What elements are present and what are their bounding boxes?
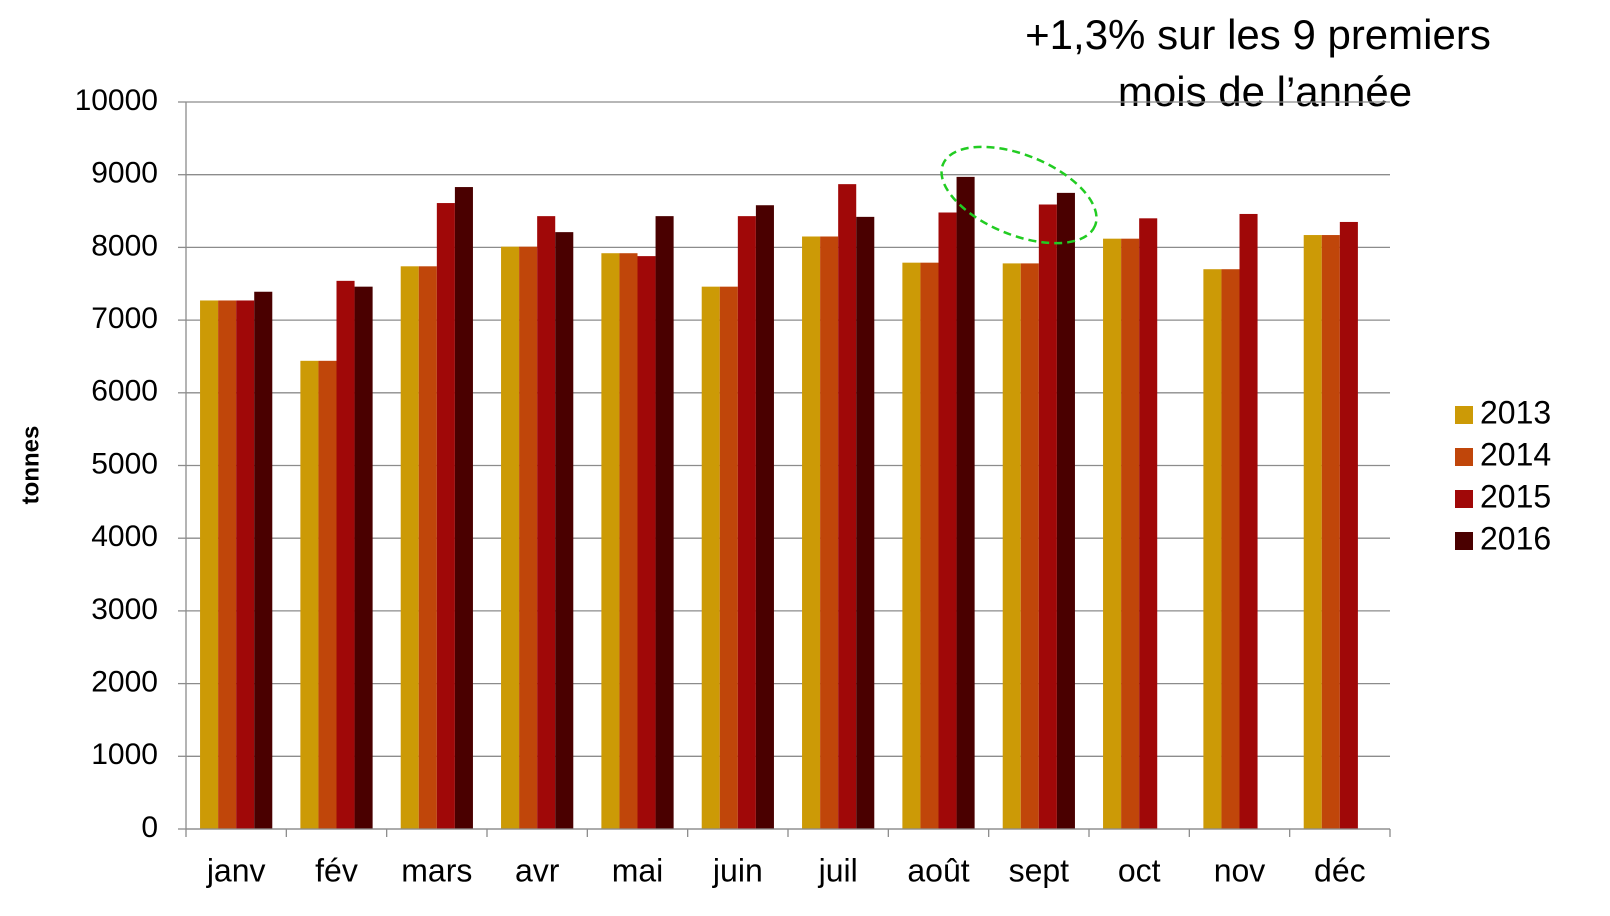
legend-label: 2014: [1480, 436, 1551, 472]
x-tick-label: fév: [315, 852, 358, 888]
x-tick-label: juin: [712, 852, 763, 888]
y-tick-label: 5000: [91, 447, 158, 480]
bar: [218, 300, 237, 829]
bar: [1002, 263, 1021, 829]
bar: [1139, 218, 1158, 829]
bar: [920, 262, 939, 829]
bar: [555, 232, 574, 829]
bar: [454, 187, 473, 829]
bar: [436, 203, 455, 830]
x-tick-label: août: [907, 852, 969, 888]
bar: [1239, 213, 1258, 829]
y-axis-label: tonnes: [17, 426, 44, 505]
highlight-ellipse: [940, 145, 1098, 245]
bar: [637, 256, 656, 829]
x-tick-label: juil: [818, 852, 858, 888]
bar: [719, 286, 738, 830]
bar: [318, 360, 337, 829]
bar: [418, 266, 437, 829]
bar: [1038, 204, 1057, 829]
y-tick-label: 2000: [91, 666, 158, 699]
bar: [1339, 221, 1358, 829]
x-tick-label: mai: [612, 852, 664, 888]
y-tick-label: 9000: [91, 157, 158, 190]
bar: [1203, 269, 1222, 830]
bar: [820, 236, 839, 829]
bar: [1121, 238, 1140, 829]
x-tick-label: janv: [206, 852, 266, 888]
bar: [519, 246, 538, 830]
y-tick-label: 10000: [75, 84, 158, 117]
bar: [902, 262, 921, 829]
bar: [938, 212, 957, 829]
bar: [838, 184, 857, 829]
bar: [1020, 263, 1039, 829]
annotation: +1,3% sur les 9 premiers: [1025, 11, 1491, 58]
bar: [254, 291, 273, 829]
legend-swatch: [1455, 406, 1473, 424]
bar: [1303, 235, 1322, 829]
bar: [655, 216, 674, 829]
y-tick-label: 7000: [91, 302, 158, 335]
bar: [1221, 269, 1240, 830]
legend-label: 2015: [1480, 478, 1551, 514]
bar: [200, 300, 219, 829]
legend-label: 2013: [1480, 394, 1551, 430]
x-tick-label: déc: [1314, 852, 1366, 888]
bar: [354, 286, 373, 830]
x-tick-label: avr: [515, 852, 560, 888]
bar: [537, 216, 556, 829]
bar: [336, 280, 355, 829]
x-tick-label: mars: [401, 852, 472, 888]
x-tick-label: nov: [1214, 852, 1266, 888]
bar: [1056, 192, 1075, 829]
y-tick-label: 4000: [91, 520, 158, 553]
x-tick-label: sept: [1009, 852, 1070, 888]
bar: [737, 216, 756, 829]
bar: [619, 253, 638, 829]
bar: [300, 360, 319, 829]
annotation: mois de l’année: [1118, 68, 1412, 115]
bar: [1103, 238, 1122, 829]
legend-swatch: [1455, 448, 1473, 466]
bar: [755, 205, 774, 829]
bar: [501, 246, 520, 830]
y-tick-label: 1000: [91, 738, 158, 771]
bar: [236, 300, 255, 829]
y-tick-label: 8000: [91, 229, 158, 262]
y-tick-label: 3000: [91, 593, 158, 626]
bar: [1321, 235, 1340, 829]
bar: [856, 216, 875, 830]
y-tick-label: 0: [141, 811, 158, 844]
legend-swatch: [1455, 532, 1473, 550]
bar: [956, 176, 975, 830]
y-tick-label: 6000: [91, 375, 158, 408]
legend-label: 2016: [1480, 520, 1551, 556]
bar: [701, 286, 720, 830]
legend-swatch: [1455, 490, 1473, 508]
bar: [802, 236, 821, 829]
bar: [601, 253, 620, 829]
x-tick-label: oct: [1118, 852, 1161, 888]
bar: [400, 266, 419, 829]
